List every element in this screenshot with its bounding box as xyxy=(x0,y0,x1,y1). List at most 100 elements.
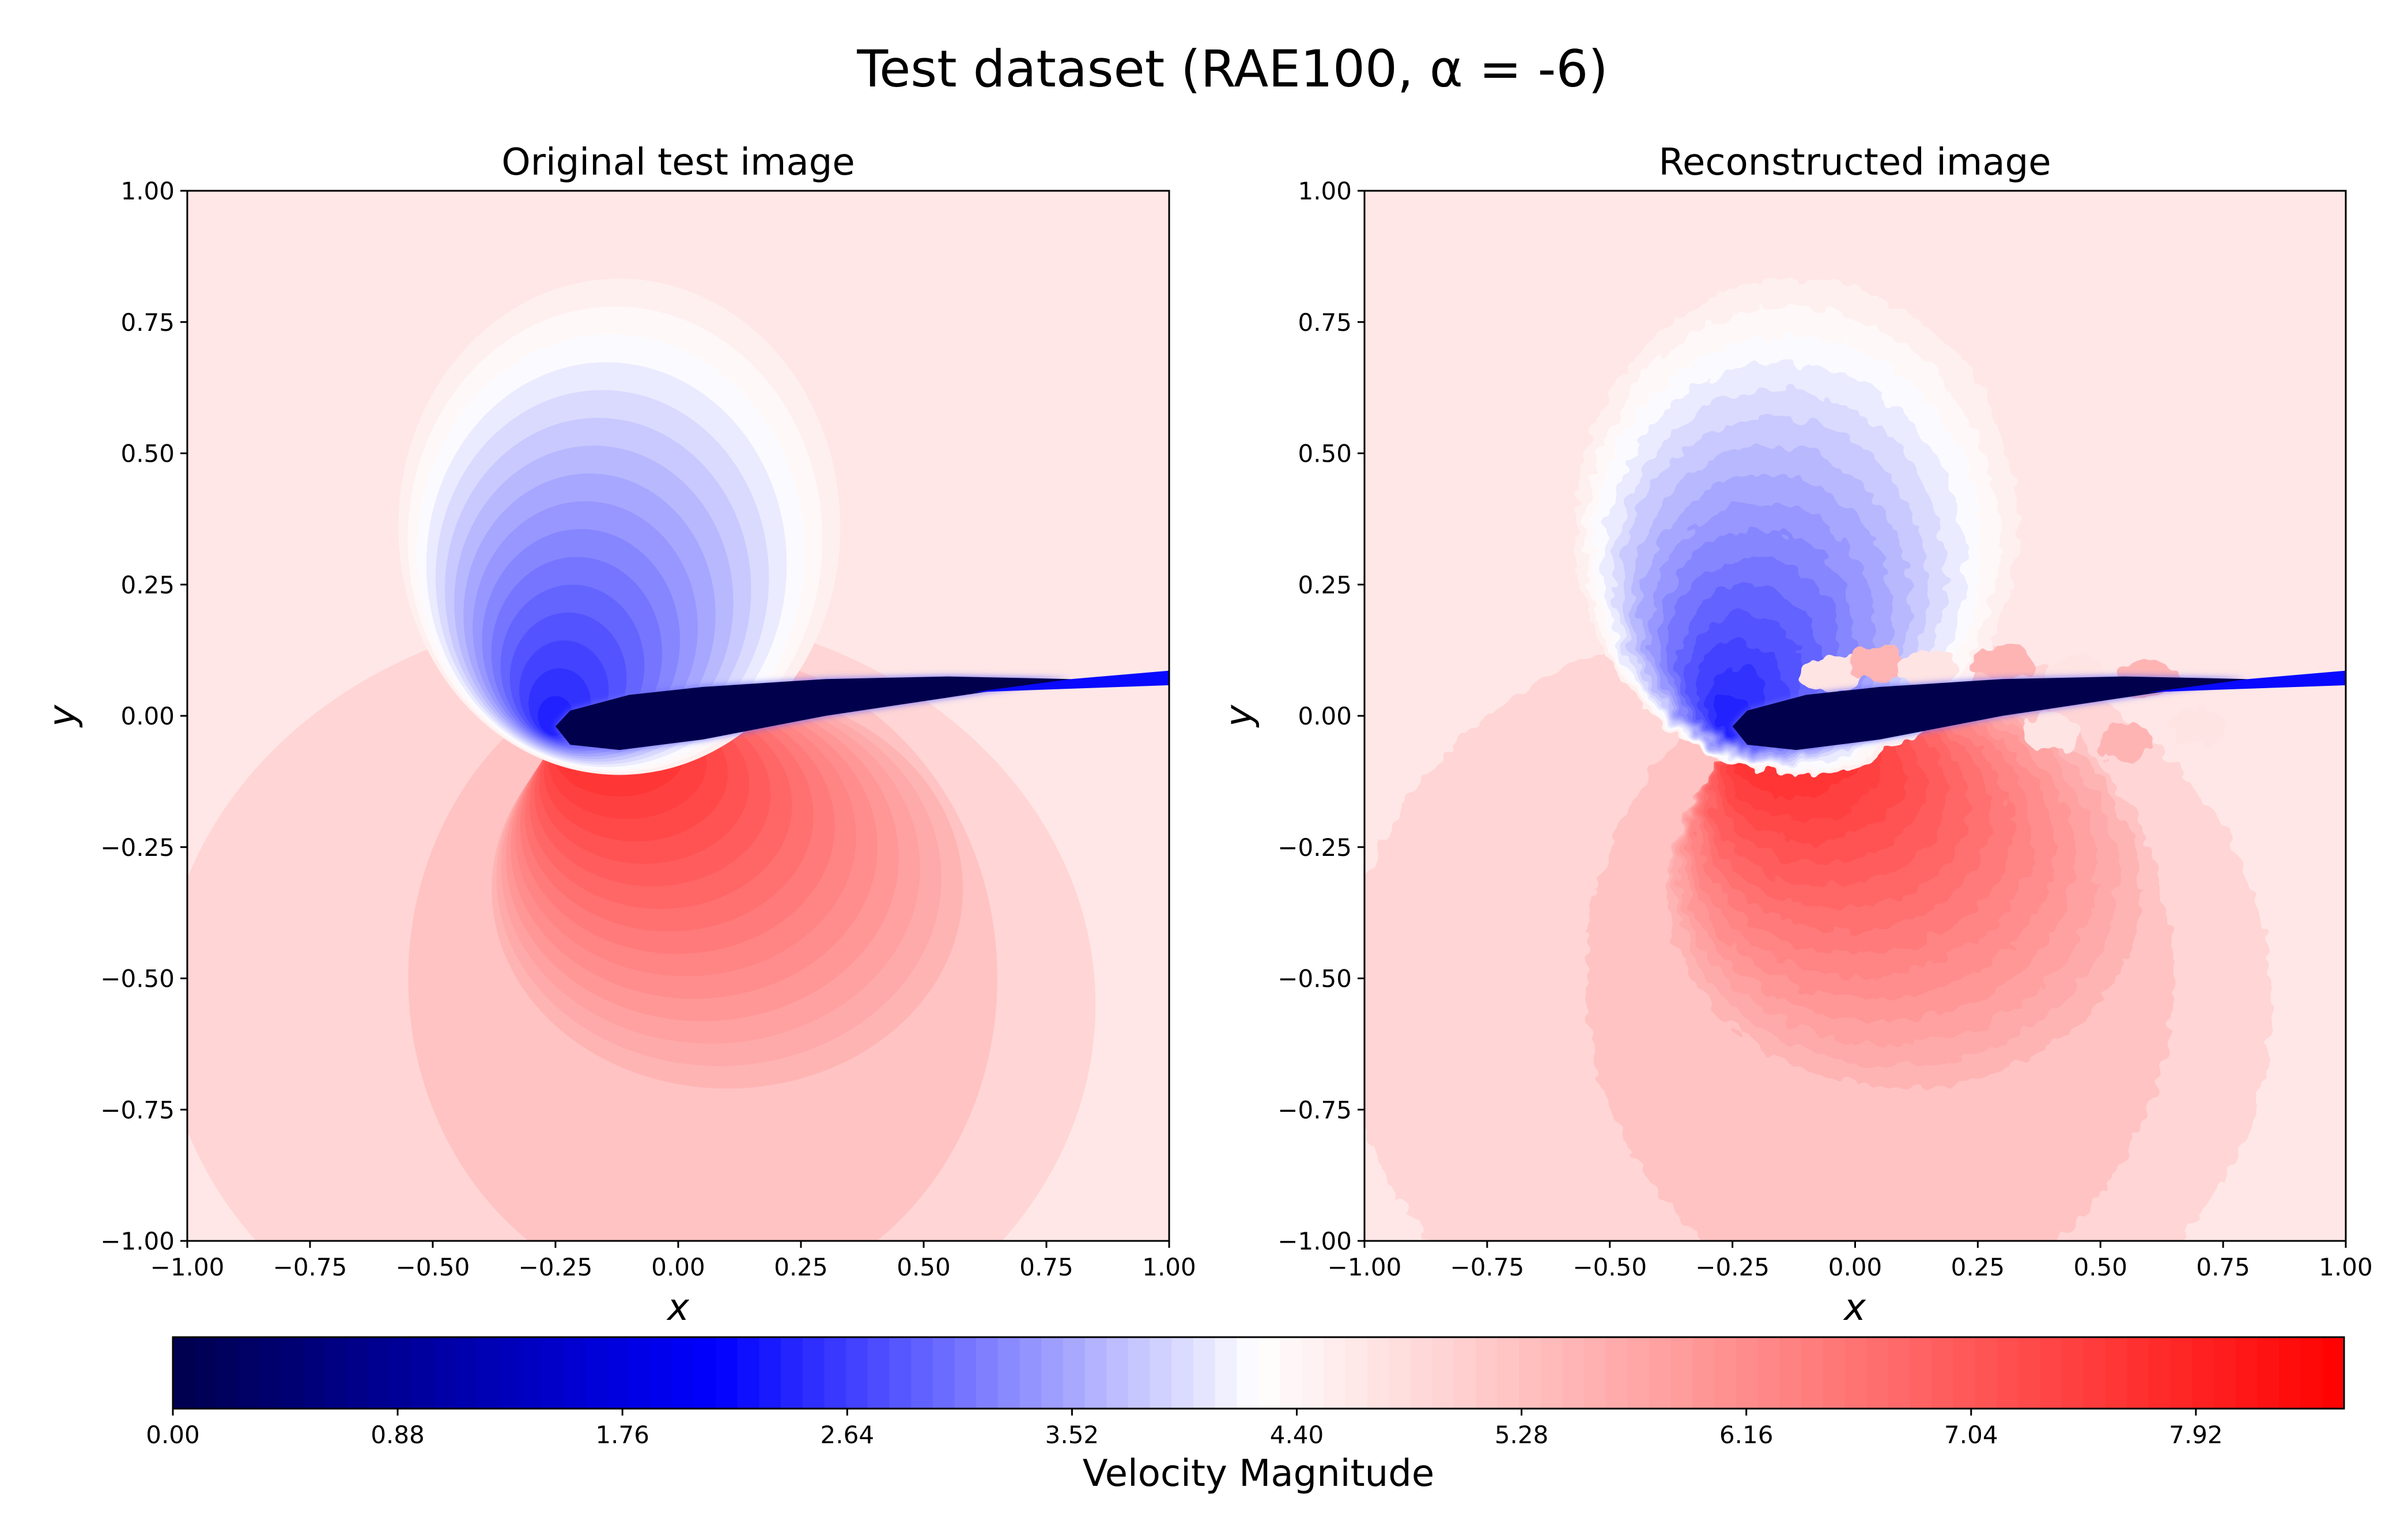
velocity-field-reconstructed xyxy=(1364,191,2346,1241)
y-axis-label-original: y xyxy=(41,704,84,728)
colorbar-level xyxy=(2278,1337,2301,1409)
colorbar-level xyxy=(759,1337,781,1409)
colorbar-level xyxy=(346,1337,369,1409)
colorbar-level xyxy=(194,1337,217,1409)
colorbar-level xyxy=(1649,1337,1672,1409)
colorbar-level xyxy=(2127,1337,2149,1409)
colorbar-level xyxy=(259,1337,282,1409)
colorbar-level xyxy=(1367,1337,1389,1409)
heatmap-original xyxy=(187,191,1169,1241)
colorbar-level xyxy=(1410,1337,1433,1409)
velocity-field-original xyxy=(187,191,1169,1241)
colorbar-level xyxy=(1844,1337,1867,1409)
colorbar-level xyxy=(238,1337,260,1409)
colorbar-level xyxy=(2170,1337,2193,1409)
colorbar-level xyxy=(2062,1337,2084,1409)
colorbar-level xyxy=(911,1337,933,1409)
colorbar-tick-label: 7.92 xyxy=(2169,1421,2223,1449)
colorbar-level xyxy=(2148,1337,2171,1409)
colorbar-level xyxy=(477,1337,499,1409)
y-tick-label: 0.75 xyxy=(1298,308,1352,337)
colorbar-level xyxy=(542,1337,565,1409)
y-tick-label: −0.50 xyxy=(100,965,175,993)
colorbar-ticks: 0.00 0.88 1.76 2.64 3.52 4.40 5.28 6.16 7.04 7.92 xyxy=(146,1409,2223,1449)
colorbar-level xyxy=(368,1337,391,1409)
colorbar-level xyxy=(867,1337,890,1409)
colorbar-level xyxy=(173,1337,195,1409)
colorbar-level xyxy=(802,1337,825,1409)
x-tick-label: 0.75 xyxy=(1019,1253,1073,1281)
colorbar-level xyxy=(2040,1337,2062,1409)
colorbar-tick-label: 7.04 xyxy=(1944,1421,1998,1449)
y-tick-label: 0.25 xyxy=(120,571,175,599)
colorbar-level xyxy=(1475,1337,1498,1409)
colorbar-level xyxy=(1193,1337,1216,1409)
colorbar-level xyxy=(1975,1337,1997,1409)
colorbar-level xyxy=(976,1337,999,1409)
colorbar-level xyxy=(1627,1337,1650,1409)
panel-reconstructed: Reconstructed image −1.00 −0.75 −0.50 −0.25… xyxy=(1218,141,2373,1329)
colorbar-level xyxy=(1562,1337,1585,1409)
panel-title-original: Original test image xyxy=(501,141,855,184)
colorbar-tick-label: 4.40 xyxy=(1270,1421,1324,1449)
x-tick-label: −0.25 xyxy=(1695,1253,1770,1281)
colorbar-level xyxy=(390,1337,413,1409)
colorbar-level xyxy=(1171,1337,1194,1409)
colorbar-level xyxy=(954,1337,977,1409)
reconstruction-artifact xyxy=(2022,713,2081,750)
x-axis-reconstructed: −1.00 −0.75 −0.50 −0.25 0.00 0.25 0.50 0.75 1.00 xyxy=(1328,1241,2373,1281)
colorbar-level xyxy=(716,1337,738,1409)
colorbar-level xyxy=(824,1337,846,1409)
x-tick-label: −1.00 xyxy=(1328,1253,1402,1281)
wake xyxy=(973,670,1169,693)
colorbar-level xyxy=(650,1337,673,1409)
colorbar-level xyxy=(1584,1337,1606,1409)
y-tick-label: 1.00 xyxy=(1298,177,1352,205)
colorbar-level xyxy=(411,1337,434,1409)
colorbar-level xyxy=(1540,1337,1563,1409)
colorbar-level xyxy=(216,1337,239,1409)
colorbar-level xyxy=(1692,1337,1715,1409)
colorbar-level xyxy=(1997,1337,2019,1409)
colorbar-level xyxy=(1128,1337,1151,1409)
y-tick-label: 0.25 xyxy=(1298,571,1352,599)
figure-title: Test dataset (RAE100, α = -6) xyxy=(856,39,1608,99)
colorbar-level xyxy=(737,1337,760,1409)
x-tick-label: 1.00 xyxy=(2319,1253,2373,1281)
reconstruction-artifact xyxy=(2169,708,2228,745)
airfoil-body xyxy=(555,676,1071,750)
x-tick-label: 0.00 xyxy=(651,1253,705,1281)
colorbar-level xyxy=(2257,1337,2280,1409)
colorbar-level xyxy=(1454,1337,1476,1409)
colorbar-level xyxy=(2235,1337,2258,1409)
colorbar-level xyxy=(2192,1337,2214,1409)
y-tick-label: 0.00 xyxy=(120,702,175,730)
colorbar-level xyxy=(1888,1337,1911,1409)
colorbar-level xyxy=(1779,1337,1802,1409)
colorbar-level xyxy=(1736,1337,1759,1409)
colorbar-level xyxy=(585,1337,608,1409)
y-tick-label: −1.00 xyxy=(100,1227,175,1255)
y-tick-label: 0.00 xyxy=(1298,702,1352,730)
x-tick-label: 0.00 xyxy=(1828,1253,1882,1281)
colorbar-level xyxy=(1215,1337,1238,1409)
x-tick-label: 0.50 xyxy=(897,1253,951,1281)
colorbar-level xyxy=(1801,1337,1824,1409)
colorbar-level xyxy=(2018,1337,2041,1409)
colorbar-level xyxy=(1302,1337,1324,1409)
reconstruction-artifact xyxy=(1972,645,2032,682)
colorbar-gradient xyxy=(173,1337,2345,1409)
colorbar-label: Velocity Magnitude xyxy=(1083,1452,1434,1495)
colorbar-tick-label: 5.28 xyxy=(1495,1421,1549,1449)
colorbar: 0.00 0.88 1.76 2.64 3.52 4.40 5.28 6.16 7.04 7.92… xyxy=(146,1336,2345,1495)
y-tick-label: 0.50 xyxy=(120,440,175,468)
colorbar-tick-label: 6.16 xyxy=(1719,1421,1774,1449)
colorbar-level xyxy=(1757,1337,1781,1409)
x-tick-label: 0.25 xyxy=(774,1253,828,1281)
colorbar-level xyxy=(1150,1337,1173,1409)
colorbar-level xyxy=(1389,1337,1411,1409)
y-tick-label: −0.75 xyxy=(1277,1096,1352,1124)
colorbar-level xyxy=(2105,1337,2127,1409)
colorbar-level xyxy=(1714,1337,1737,1409)
y-tick-label: −0.25 xyxy=(100,833,175,862)
